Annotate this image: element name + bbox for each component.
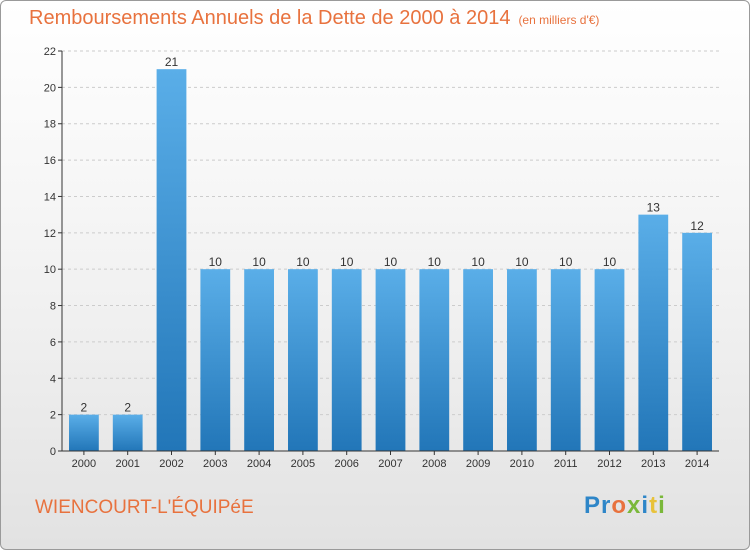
x-tick-label: 2008: [422, 458, 446, 470]
y-tick-label: 0: [50, 446, 56, 458]
bar-2001: [112, 414, 143, 451]
bars: [69, 69, 712, 451]
proxiti-logo: Proxiti: [584, 492, 666, 520]
data-label: 10: [296, 255, 310, 269]
bar-2003: [200, 269, 231, 451]
data-label: 21: [165, 55, 179, 69]
x-tick-label: 2009: [466, 458, 490, 470]
y-tick-label: 4: [50, 373, 56, 385]
bar-2013: [638, 214, 669, 451]
x-tick-label: 2014: [685, 458, 709, 470]
y-tick-label: 20: [44, 82, 56, 94]
y-tick-label: 6: [50, 337, 56, 349]
axes: [58, 50, 719, 455]
data-label: 10: [252, 255, 266, 269]
logo-letter: i: [658, 492, 666, 519]
y-tick-label: 12: [44, 228, 56, 240]
bar-2009: [463, 269, 493, 451]
data-label: 10: [428, 255, 442, 269]
bar-2007: [375, 269, 406, 451]
data-label: 10: [384, 255, 398, 269]
data-label: 10: [515, 255, 529, 269]
x-tick-label: 2005: [291, 458, 315, 470]
bar-2011: [550, 269, 581, 451]
bar-2014: [682, 232, 712, 451]
logo-letter: x: [627, 492, 642, 519]
data-label: 2: [81, 401, 88, 415]
bar-2010: [507, 269, 537, 451]
y-tick-label: 2: [50, 410, 56, 422]
x-tick-label: 2001: [115, 458, 139, 470]
chart-title: Remboursements Annuels de la Dette de 20…: [29, 7, 599, 30]
data-label: 10: [603, 255, 617, 269]
y-tick-label: 10: [44, 264, 56, 276]
y-tick-label: 8: [50, 301, 56, 313]
bar-2000: [69, 414, 99, 451]
x-tick-label: 2007: [378, 458, 402, 470]
bar-2004: [244, 269, 274, 451]
x-tick-label: 2004: [247, 458, 271, 470]
x-tick-label: 2010: [510, 458, 534, 470]
logo-letter: r: [601, 492, 612, 519]
data-label: 10: [471, 255, 485, 269]
chart-unit-label: (en milliers d'€): [518, 13, 600, 27]
logo-letter: o: [611, 492, 628, 519]
x-tick-label: 2002: [159, 458, 183, 470]
data-label: 13: [647, 201, 661, 215]
logo-letter: i: [641, 492, 650, 519]
data-label: 2: [124, 401, 131, 415]
x-tick-label: 2000: [72, 458, 96, 470]
chart-title-text: Remboursements Annuels de la Dette de 20…: [29, 7, 511, 29]
bar-2008: [419, 269, 450, 451]
y-tick-label: 22: [44, 46, 56, 58]
y-tick-label: 14: [44, 191, 56, 203]
data-label: 10: [340, 255, 354, 269]
y-tick-label: 18: [44, 119, 56, 131]
bar-2006: [331, 269, 362, 451]
data-label: 10: [209, 255, 223, 269]
x-tick-label: 2006: [334, 458, 358, 470]
data-label: 10: [559, 255, 573, 269]
labels: 0246810121416182022220002200121200210200…: [44, 46, 710, 470]
bar-2012: [594, 269, 625, 451]
y-tick-label: 16: [44, 155, 56, 167]
x-tick-label: 2003: [203, 458, 227, 470]
x-tick-label: 2012: [597, 458, 621, 470]
data-label: 12: [690, 219, 704, 233]
x-tick-label: 2011: [554, 458, 578, 470]
logo-letter: P: [584, 492, 602, 519]
bar-2002: [156, 69, 187, 451]
x-tick-label: 2013: [641, 458, 665, 470]
logo-letter: t: [649, 492, 659, 519]
bar-2005: [288, 269, 318, 451]
location-label: WIENCOURT-L'ÉQUIPéE: [35, 497, 254, 518]
